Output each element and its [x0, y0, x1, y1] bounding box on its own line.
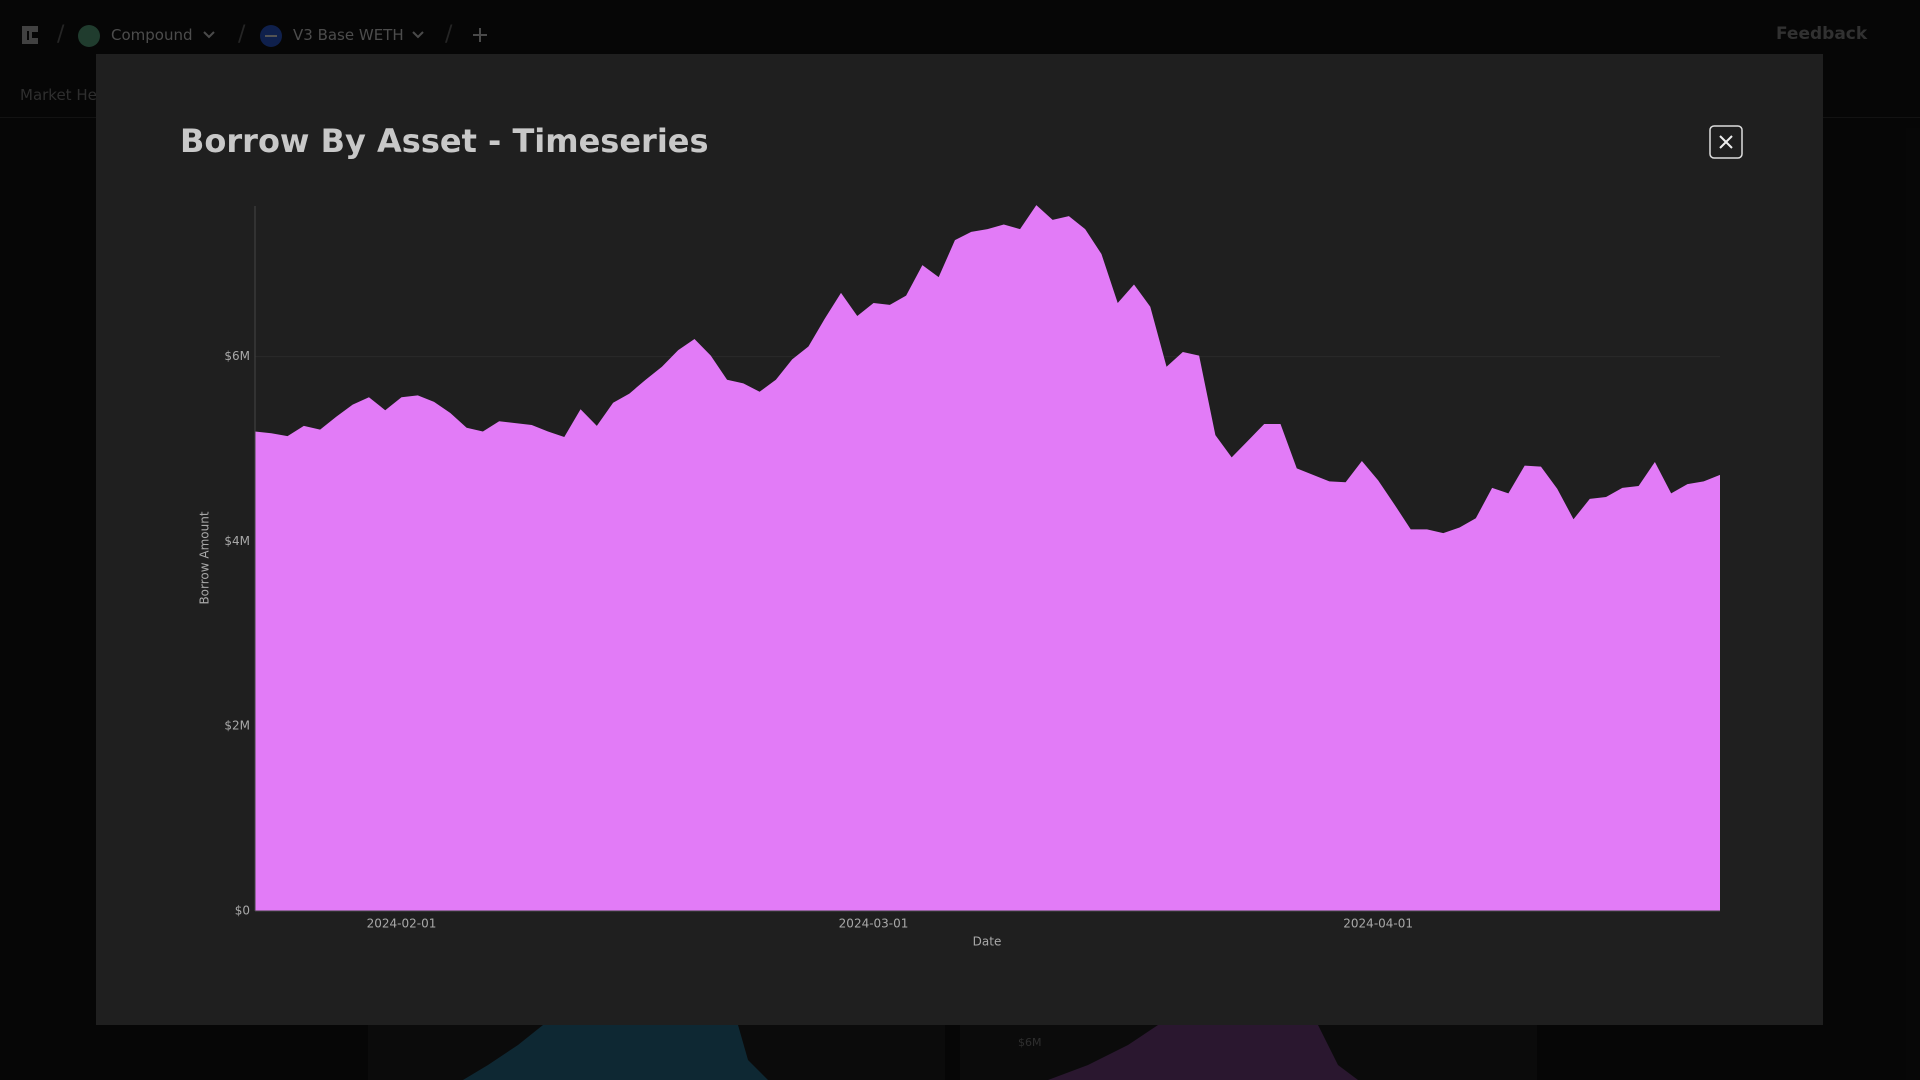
separator: /: [57, 22, 65, 47]
area: [255, 205, 1720, 911]
x-axis-label: Date: [973, 935, 1002, 949]
background-charts: $6M: [368, 1025, 1537, 1080]
close-button[interactable]: [1709, 125, 1743, 159]
separator: /: [238, 22, 246, 47]
add-button[interactable]: [472, 27, 488, 43]
market-name[interactable]: V3 Base WETH: [293, 26, 404, 44]
y-tick-label: $6M: [224, 349, 250, 363]
mini-tick-label: $6M: [1018, 1036, 1042, 1049]
chevron[interactable]: [202, 30, 216, 40]
y-tick-label: $4M: [224, 534, 250, 548]
x-tick-label: 2024-03-01: [839, 917, 909, 931]
logo[interactable]: [20, 24, 40, 46]
feedback-button[interactable]: Feedback: [1776, 24, 1868, 44]
modal-title: Borrow By Asset - Timeseries: [180, 122, 709, 160]
y-axis-label: Borrow Amount: [198, 511, 212, 604]
y-tick-label: $2M: [224, 719, 250, 733]
x-tick-label: 2024-04-01: [1343, 917, 1413, 931]
project-name[interactable]: Compound: [111, 26, 193, 44]
chevron[interactable]: [411, 30, 425, 40]
top-bar: / Compound / V3 Base WETH / Feedback: [0, 0, 1920, 70]
separator: /: [445, 22, 453, 47]
y-tick-label: $0: [235, 904, 250, 918]
project-icon: [78, 25, 100, 47]
market-icon: [260, 25, 282, 47]
x-tick-label: 2024-02-01: [367, 917, 437, 931]
